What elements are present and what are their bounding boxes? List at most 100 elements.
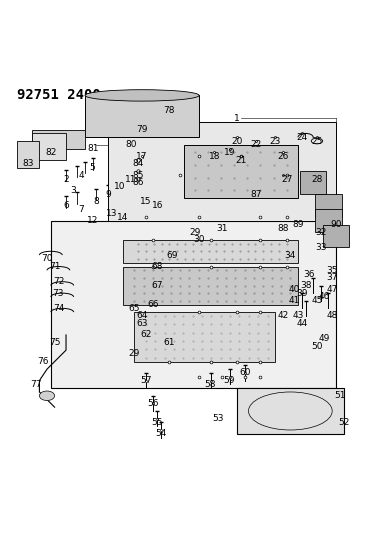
Text: 19: 19 <box>224 148 235 157</box>
Text: 88: 88 <box>277 224 288 233</box>
Text: 52: 52 <box>338 418 349 427</box>
Text: 15: 15 <box>140 197 152 206</box>
Text: 92751 2400: 92751 2400 <box>16 88 100 102</box>
Text: 3: 3 <box>71 186 77 195</box>
Text: 28: 28 <box>311 174 322 183</box>
Text: 7: 7 <box>79 205 84 214</box>
Text: 25: 25 <box>311 136 322 146</box>
Text: 82: 82 <box>45 148 57 157</box>
Text: 12: 12 <box>87 216 98 225</box>
Text: 64: 64 <box>136 311 148 320</box>
Text: 55: 55 <box>152 418 163 427</box>
Polygon shape <box>300 172 326 194</box>
Text: 4: 4 <box>79 171 84 180</box>
Text: 13: 13 <box>106 209 118 218</box>
Text: 78: 78 <box>163 106 174 115</box>
Text: 47: 47 <box>326 285 338 294</box>
Text: 62: 62 <box>140 330 152 340</box>
Text: 70: 70 <box>41 254 53 263</box>
Text: 61: 61 <box>163 338 174 347</box>
Text: 76: 76 <box>38 357 49 366</box>
Ellipse shape <box>85 90 199 101</box>
Text: 54: 54 <box>155 429 167 438</box>
Text: 1: 1 <box>234 114 240 123</box>
Text: 40: 40 <box>288 285 300 294</box>
Polygon shape <box>322 225 349 247</box>
Polygon shape <box>16 141 39 168</box>
Text: 71: 71 <box>49 262 61 271</box>
Text: 56: 56 <box>148 399 159 408</box>
Text: 41: 41 <box>288 296 300 305</box>
Text: 53: 53 <box>212 414 224 423</box>
Text: 31: 31 <box>216 224 228 233</box>
Text: 58: 58 <box>205 380 216 389</box>
Text: 24: 24 <box>296 133 308 142</box>
Text: 32: 32 <box>315 228 326 237</box>
Text: 35: 35 <box>326 266 338 275</box>
Polygon shape <box>134 312 275 361</box>
Text: 45: 45 <box>311 296 322 305</box>
Polygon shape <box>32 130 85 149</box>
Text: 34: 34 <box>285 251 296 260</box>
Text: 21: 21 <box>235 156 247 165</box>
Text: 48: 48 <box>326 311 338 320</box>
Text: 16: 16 <box>152 201 163 210</box>
Polygon shape <box>108 122 336 221</box>
Text: 18: 18 <box>209 152 220 161</box>
Text: 87: 87 <box>250 190 262 199</box>
Text: 9: 9 <box>105 190 111 199</box>
Text: 89: 89 <box>292 220 304 229</box>
Text: 39: 39 <box>296 288 308 297</box>
Text: 26: 26 <box>277 152 288 161</box>
Text: 77: 77 <box>30 380 41 389</box>
Text: 85: 85 <box>133 171 144 180</box>
Text: 60: 60 <box>239 368 250 377</box>
Text: 43: 43 <box>292 311 304 320</box>
Text: 74: 74 <box>53 304 64 313</box>
Text: 37: 37 <box>326 273 338 282</box>
Text: 44: 44 <box>296 319 308 328</box>
Polygon shape <box>51 221 336 388</box>
Text: 46: 46 <box>319 293 330 302</box>
Text: 73: 73 <box>53 288 64 297</box>
Polygon shape <box>85 95 199 137</box>
Text: 6: 6 <box>63 201 69 210</box>
Text: 67: 67 <box>152 281 163 290</box>
Text: 29: 29 <box>190 228 201 237</box>
Polygon shape <box>315 209 342 232</box>
Text: 81: 81 <box>87 144 98 153</box>
Text: 17: 17 <box>136 152 148 161</box>
Polygon shape <box>237 388 344 434</box>
Text: 57: 57 <box>140 376 152 385</box>
Text: 72: 72 <box>53 277 64 286</box>
Text: 30: 30 <box>193 236 205 245</box>
Text: 86: 86 <box>133 179 144 188</box>
Polygon shape <box>123 266 298 304</box>
Text: 14: 14 <box>117 213 129 222</box>
Text: 8: 8 <box>93 197 99 206</box>
Polygon shape <box>123 240 298 263</box>
Text: 65: 65 <box>129 304 140 313</box>
Text: 27: 27 <box>281 174 292 183</box>
Text: 2: 2 <box>63 174 69 183</box>
Text: 22: 22 <box>250 140 262 149</box>
Text: 38: 38 <box>300 281 311 290</box>
Text: 23: 23 <box>270 136 281 146</box>
Polygon shape <box>184 145 298 198</box>
Text: 42: 42 <box>277 311 288 320</box>
Ellipse shape <box>39 391 55 400</box>
Text: 90: 90 <box>330 220 342 229</box>
Text: 83: 83 <box>22 159 34 168</box>
Text: 36: 36 <box>304 270 315 279</box>
Text: 79: 79 <box>136 125 148 134</box>
Polygon shape <box>315 194 342 217</box>
Polygon shape <box>32 133 66 160</box>
Text: 69: 69 <box>167 251 178 260</box>
Text: 49: 49 <box>319 334 330 343</box>
Text: 84: 84 <box>133 159 144 168</box>
Text: 33: 33 <box>315 243 327 252</box>
Text: 51: 51 <box>334 391 345 400</box>
Text: 50: 50 <box>311 342 323 351</box>
Text: 29: 29 <box>129 350 140 359</box>
Text: 63: 63 <box>136 319 148 328</box>
